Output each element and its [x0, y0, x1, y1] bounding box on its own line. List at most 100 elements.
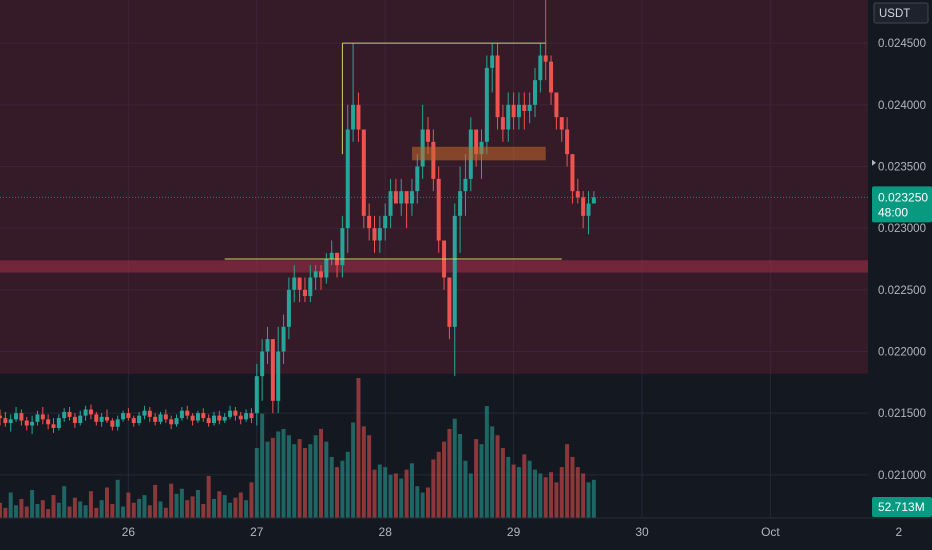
- candle-body[interactable]: [153, 416, 158, 422]
- candle-body[interactable]: [126, 413, 131, 419]
- candle-body[interactable]: [458, 191, 463, 216]
- candle-body[interactable]: [404, 191, 409, 204]
- candle-body[interactable]: [249, 413, 254, 419]
- candle-body[interactable]: [147, 410, 152, 417]
- candle-body[interactable]: [533, 80, 537, 105]
- candle-body[interactable]: [281, 326, 286, 352]
- currency-badge[interactable]: [873, 2, 929, 24]
- candle-body[interactable]: [319, 271, 323, 278]
- price-axis[interactable]: 0.024500 0.024000 0.023500 0.023000 0.022500…: [868, 0, 932, 550]
- candle-body[interactable]: [554, 92, 559, 118]
- candle-body[interactable]: [527, 104, 532, 111]
- candle-body[interactable]: [490, 55, 495, 68]
- candle-body[interactable]: [426, 129, 430, 142]
- candle-body[interactable]: [361, 129, 366, 216]
- candle-body[interactable]: [201, 413, 206, 419]
- candle-body[interactable]: [565, 129, 570, 155]
- candle-body[interactable]: [356, 104, 361, 130]
- candle-body[interactable]: [372, 228, 377, 241]
- candle-body[interactable]: [185, 410, 190, 416]
- candle-body[interactable]: [329, 252, 334, 259]
- candle-body[interactable]: [367, 215, 372, 229]
- candle-body[interactable]: [393, 191, 398, 204]
- candle-body[interactable]: [51, 424, 56, 428]
- candle-body[interactable]: [217, 415, 222, 421]
- candle-body[interactable]: [265, 339, 270, 352]
- candle-body[interactable]: [511, 104, 516, 118]
- candle-body[interactable]: [244, 413, 249, 420]
- candle-body[interactable]: [313, 271, 318, 278]
- candle-body[interactable]: [174, 418, 179, 425]
- candle-body[interactable]: [516, 104, 521, 118]
- candle-body[interactable]: [222, 416, 227, 421]
- candle-body[interactable]: [543, 55, 548, 62]
- candle-body[interactable]: [8, 419, 13, 424]
- candle-body[interactable]: [24, 420, 29, 426]
- candle-body[interactable]: [377, 228, 382, 241]
- candle-body[interactable]: [549, 61, 554, 93]
- candle-body[interactable]: [190, 415, 195, 421]
- candle-body[interactable]: [276, 351, 281, 401]
- candle-body[interactable]: [506, 104, 511, 130]
- candle-body[interactable]: [308, 277, 313, 297]
- candle-body[interactable]: [463, 178, 468, 192]
- candle-body[interactable]: [0, 415, 2, 419]
- candle-body[interactable]: [260, 351, 265, 377]
- candle-body[interactable]: [121, 413, 126, 420]
- candle-body[interactable]: [447, 277, 452, 327]
- candle-body[interactable]: [14, 413, 19, 420]
- candle-body[interactable]: [495, 55, 500, 118]
- candle-body[interactable]: [436, 178, 441, 241]
- candle-body[interactable]: [179, 410, 184, 419]
- candle-body[interactable]: [163, 414, 168, 420]
- candle-body[interactable]: [142, 410, 147, 416]
- last-price-badge[interactable]: [872, 186, 932, 223]
- candle-body[interactable]: [40, 414, 45, 420]
- candle-body[interactable]: [522, 104, 527, 111]
- candle-body[interactable]: [238, 415, 243, 420]
- candle-body[interactable]: [212, 415, 216, 424]
- candle-body[interactable]: [99, 416, 104, 422]
- candle-body[interactable]: [78, 415, 83, 424]
- candle-body[interactable]: [3, 418, 8, 424]
- candle-body[interactable]: [591, 197, 596, 204]
- resistance-box[interactable]: [411, 146, 546, 161]
- candle-body[interactable]: [586, 203, 591, 216]
- support-band[interactable]: [0, 260, 868, 273]
- candles[interactable]: [0, 0, 596, 435]
- candle-body[interactable]: [302, 289, 307, 296]
- drawing-tools[interactable]: [0, 42, 868, 260]
- candle-body[interactable]: [383, 215, 388, 229]
- candle-body[interactable]: [538, 55, 543, 81]
- candle-body[interactable]: [56, 418, 61, 428]
- candle-body[interactable]: [206, 418, 211, 424]
- candle-body[interactable]: [500, 117, 505, 130]
- candle-body[interactable]: [137, 415, 142, 424]
- candle-body[interactable]: [570, 154, 575, 192]
- candle-body[interactable]: [158, 414, 163, 422]
- candle-body[interactable]: [46, 419, 51, 425]
- candle-body[interactable]: [228, 410, 233, 417]
- candle-body[interactable]: [270, 339, 275, 401]
- candle-body[interactable]: [62, 411, 67, 419]
- candle-body[interactable]: [131, 418, 136, 424]
- candle-body[interactable]: [195, 413, 200, 421]
- candle-body[interactable]: [254, 376, 259, 414]
- candle-body[interactable]: [94, 414, 99, 422]
- time-axis[interactable]: 26 27 28 29 30 Oct 2: [0, 517, 932, 550]
- volume-badge[interactable]: [872, 497, 932, 517]
- candle-body[interactable]: [169, 419, 174, 425]
- candle-body[interactable]: [388, 191, 393, 216]
- candle-body[interactable]: [575, 191, 580, 198]
- candle-body[interactable]: [83, 409, 88, 416]
- candle-body[interactable]: [415, 166, 420, 192]
- candle-body[interactable]: [286, 289, 291, 327]
- candle-body[interactable]: [105, 416, 109, 421]
- candle-body[interactable]: [484, 67, 489, 142]
- candle-body[interactable]: [474, 129, 479, 155]
- candle-body[interactable]: [72, 416, 77, 424]
- candle-body[interactable]: [340, 228, 345, 266]
- candle-body[interactable]: [115, 419, 120, 427]
- candle-body[interactable]: [559, 117, 564, 130]
- candle-body[interactable]: [345, 129, 350, 229]
